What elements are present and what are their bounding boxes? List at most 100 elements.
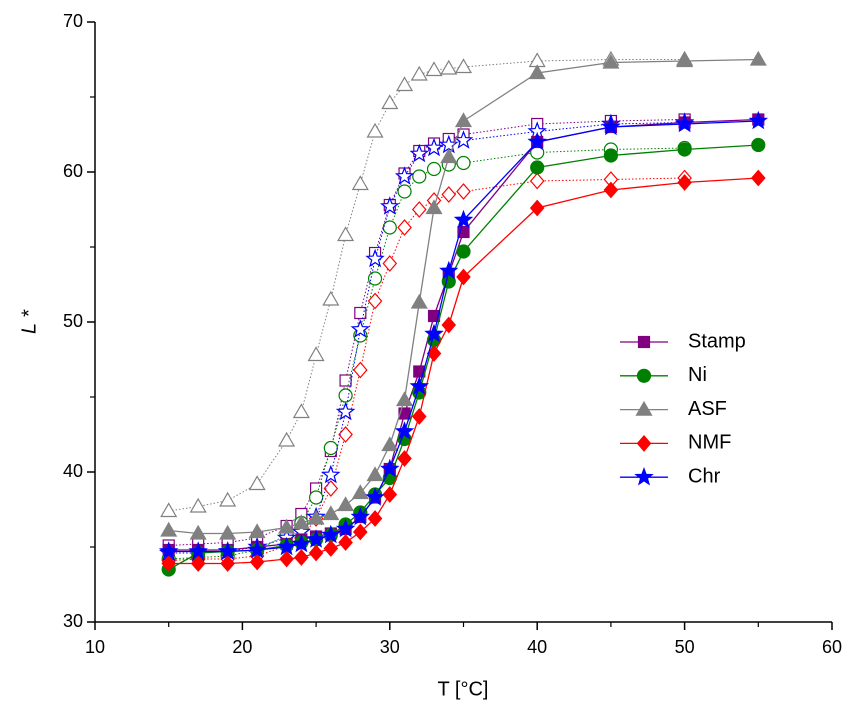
marker-diamond — [603, 181, 619, 199]
marker-star — [748, 110, 769, 130]
marker-star — [350, 506, 371, 526]
marker-star — [321, 524, 341, 544]
marker-diamond — [751, 169, 766, 187]
marker-diamond — [677, 174, 692, 191]
marker-star — [321, 464, 341, 484]
marker-star — [409, 143, 430, 163]
marker-star — [674, 113, 695, 133]
marker-circle — [338, 388, 353, 403]
marker-triangle — [396, 391, 414, 407]
marker-triangle — [749, 50, 767, 66]
legend-marker — [635, 400, 653, 416]
marker-diamond — [456, 268, 471, 286]
marker-triangle — [322, 505, 340, 521]
marker-star — [527, 131, 547, 151]
y-tick-label: 30 — [63, 611, 83, 631]
y-axis-label: L * — [18, 309, 40, 334]
marker-circle — [382, 220, 397, 235]
marker-triangle — [454, 112, 473, 128]
marker-diamond — [279, 550, 294, 568]
y-tick-label: 60 — [63, 161, 83, 181]
marker-diamond — [338, 534, 353, 551]
marker-star — [335, 518, 356, 538]
marker-star — [453, 209, 474, 229]
marker-star — [424, 323, 444, 343]
marker-diamond — [367, 292, 383, 310]
marker-triangle — [337, 496, 355, 512]
marker-triangle — [366, 466, 384, 482]
marker-triangle — [307, 509, 325, 525]
marker-circle — [456, 244, 471, 259]
marker-circle — [309, 490, 324, 505]
series-line — [168, 122, 685, 554]
marker-triangle — [351, 484, 369, 500]
x-tick-label: 50 — [675, 637, 695, 657]
x-axis-label: T [°C] — [438, 678, 489, 700]
marker-triangle — [189, 497, 207, 513]
marker-triangle — [440, 59, 458, 75]
marker-circle — [530, 160, 545, 175]
series-line — [168, 177, 685, 561]
marker-star — [601, 116, 621, 136]
marker-triangle — [528, 64, 546, 80]
marker-star — [424, 137, 444, 157]
marker-diamond — [308, 544, 324, 562]
marker-star — [394, 421, 415, 440]
marker-triangle — [381, 94, 399, 110]
marker-triangle — [219, 524, 237, 540]
marker-star — [453, 130, 474, 149]
marker-triangle — [322, 290, 340, 306]
marker-star — [380, 196, 400, 215]
marker-triangle — [248, 475, 266, 491]
x-tick-label: 10 — [85, 637, 105, 657]
marker-triangle — [219, 491, 237, 507]
marker-star — [350, 319, 371, 338]
x-tick-label: 40 — [527, 637, 547, 657]
marker-diamond — [441, 316, 457, 334]
marker-diamond — [382, 255, 398, 272]
series-line — [168, 59, 685, 512]
marker-star — [394, 166, 415, 185]
x-tick-label: 30 — [380, 637, 400, 657]
legend-label: NMF — [688, 432, 731, 454]
marker-triangle — [160, 521, 178, 537]
legend-marker — [636, 368, 652, 383]
marker-star — [188, 541, 208, 560]
marker-diamond — [190, 555, 206, 572]
marker-circle — [367, 271, 383, 286]
marker-diamond — [323, 540, 339, 557]
marker-triangle — [410, 293, 428, 309]
marker-star — [306, 529, 326, 548]
marker-diamond — [161, 555, 176, 572]
y-tick-label: 40 — [63, 461, 83, 481]
marker-triangle — [292, 403, 310, 419]
marker-diamond — [220, 555, 235, 572]
marker-circle — [397, 184, 412, 199]
marker-diamond — [338, 426, 353, 443]
marker-circle — [412, 169, 427, 184]
legend-marker — [634, 466, 654, 486]
legend-label: Stamp — [688, 330, 746, 352]
marker-circle — [456, 155, 471, 171]
marker-triangle — [307, 346, 325, 362]
x-tick-label: 60 — [822, 637, 842, 657]
marker-diamond — [397, 219, 412, 236]
marker-star — [335, 401, 356, 421]
marker-diamond — [294, 549, 309, 566]
marker-star — [276, 536, 297, 556]
y-tick-label: 50 — [63, 311, 83, 331]
marker-diamond — [411, 408, 427, 425]
series-line — [168, 144, 759, 571]
marker-triangle — [160, 502, 178, 518]
x-tick-label: 20 — [232, 637, 252, 657]
marker-diamond — [353, 361, 368, 379]
marker-triangle — [454, 58, 473, 74]
marker-diamond — [456, 183, 471, 200]
legend-marker — [636, 434, 652, 452]
marker-star — [291, 533, 312, 553]
marker-star — [247, 539, 267, 559]
series-line — [168, 147, 685, 560]
marker-triangle — [189, 524, 207, 540]
marker-star — [380, 458, 400, 478]
